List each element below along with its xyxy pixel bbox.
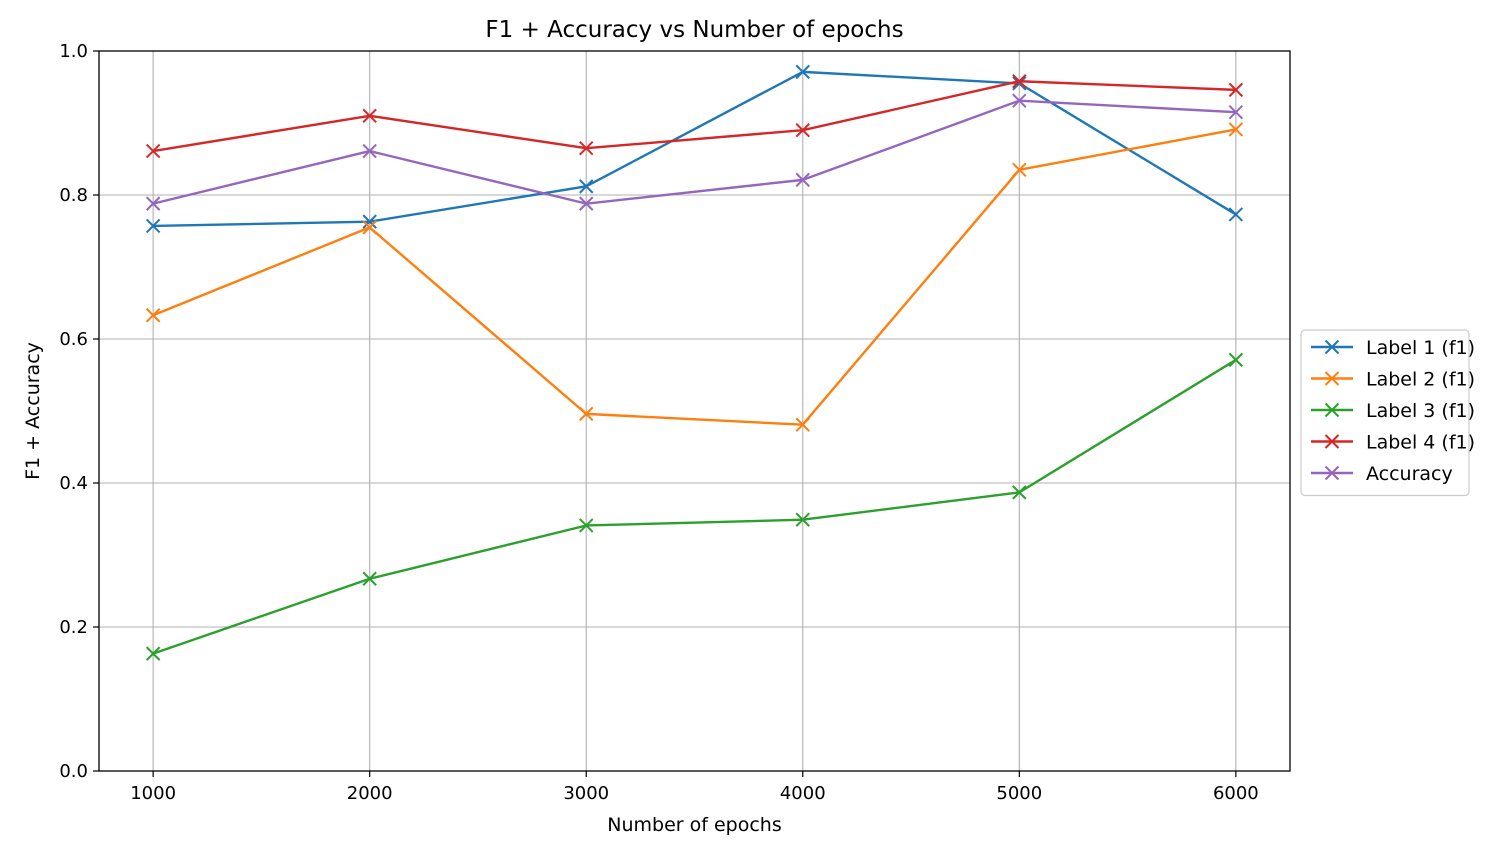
legend-label: Label 3 (f1) xyxy=(1366,400,1475,422)
x-tick-label: 5000 xyxy=(996,783,1042,804)
y-tick-label: 0.4 xyxy=(59,473,88,494)
y-tick-label: 0.8 xyxy=(59,185,88,206)
legend: Label 1 (f1) Label 2 (f1) Label 3 (f1) Labe… xyxy=(1300,329,1475,497)
legend-label: Label 4 (f1) xyxy=(1366,432,1475,454)
x-axis-label: Number of epochs xyxy=(607,814,781,836)
data-point xyxy=(145,218,161,234)
data-point xyxy=(362,108,377,124)
data-point xyxy=(579,140,594,156)
x-tick-label: 3000 xyxy=(563,783,609,804)
series-line xyxy=(153,70,1237,228)
y-tick-label: 0.2 xyxy=(59,617,88,638)
legend-label: Accuracy xyxy=(1366,463,1453,485)
legend-item: Label 4 (f1) xyxy=(1311,432,1475,454)
data-point xyxy=(795,64,810,80)
data-point xyxy=(145,196,161,211)
data-point xyxy=(579,518,594,533)
data-point xyxy=(362,214,377,229)
legend-item: Label 3 (f1) xyxy=(1311,400,1475,422)
data-point xyxy=(1228,122,1244,137)
series-4 xyxy=(145,93,1244,211)
data-point xyxy=(1012,485,1027,500)
x-tick-label: 1000 xyxy=(130,783,176,804)
data-point xyxy=(1228,352,1244,368)
y-axis-label: F1 + Accuracy xyxy=(22,342,44,480)
plot-frame xyxy=(98,50,1291,772)
legend-item: Label 2 (f1) xyxy=(1311,369,1475,391)
data-point xyxy=(795,512,810,527)
data-point xyxy=(1228,82,1244,98)
series-line xyxy=(152,99,1236,205)
data-point xyxy=(795,122,810,138)
data-point xyxy=(145,308,161,323)
y-tick-label: 0.0 xyxy=(59,761,88,782)
series-layer xyxy=(145,64,1244,661)
series-3 xyxy=(145,74,1244,159)
y-tick-label: 1.0 xyxy=(59,41,88,62)
x-tick-label: 4000 xyxy=(780,783,826,804)
series-1 xyxy=(145,122,1244,432)
legend-label: Label 1 (f1) xyxy=(1366,337,1475,359)
data-point xyxy=(579,179,594,194)
legend-item: Accuracy xyxy=(1311,463,1453,485)
data-point xyxy=(1012,93,1027,108)
series-2 xyxy=(145,352,1244,661)
data-point xyxy=(362,571,377,586)
data-point xyxy=(1012,76,1027,91)
data-point xyxy=(795,417,810,432)
series-line xyxy=(152,358,1237,655)
chart-title: F1 + Accuracy vs Number of epochs xyxy=(485,17,903,43)
data-point xyxy=(1228,207,1244,222)
y-tick-label: 0.6 xyxy=(59,329,88,350)
data-point xyxy=(579,406,594,422)
data-point xyxy=(579,196,594,211)
data-point xyxy=(362,143,377,159)
legend-label: Label 2 (f1) xyxy=(1366,369,1475,391)
series-line xyxy=(152,80,1236,153)
data-point xyxy=(795,172,810,188)
x-tick-label: 6000 xyxy=(1213,783,1259,804)
x-tick-label: 2000 xyxy=(347,783,393,804)
legend-item: Label 1 (f1) xyxy=(1311,337,1475,359)
legend-box xyxy=(1300,329,1470,497)
axis-ticks: 1000 2000 3000 4000 5000 6000 0.0 0.2 0.4 0.6 0.8 1… xyxy=(59,41,1258,804)
series-0 xyxy=(145,64,1244,234)
data-point xyxy=(1228,104,1244,120)
data-point xyxy=(362,220,377,235)
data-point xyxy=(1012,74,1027,89)
data-point xyxy=(1012,162,1027,178)
series-line xyxy=(152,128,1237,426)
data-point xyxy=(145,646,161,661)
data-point xyxy=(145,143,161,159)
